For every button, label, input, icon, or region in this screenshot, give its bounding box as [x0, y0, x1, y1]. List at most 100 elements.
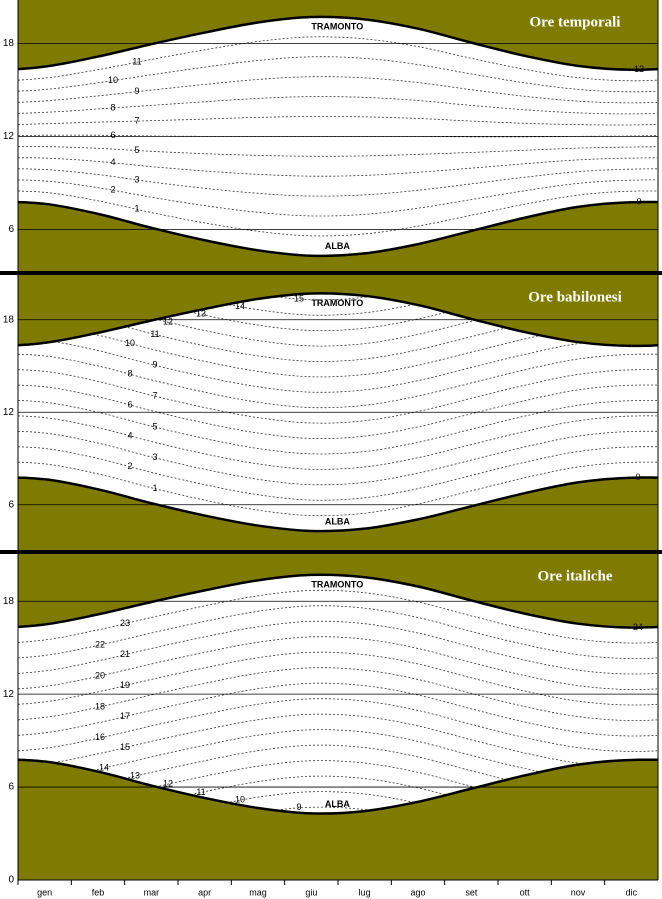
hour-line	[18, 698, 658, 752]
hour-label: 2	[127, 461, 132, 471]
x-tick-label: ago	[410, 887, 425, 897]
curve-edge	[17, 623, 45, 629]
hour-label: 15	[120, 742, 130, 752]
sun-label: ALBA	[325, 516, 350, 526]
hour-label: 20	[95, 670, 105, 680]
boundary-curve	[44, 476, 632, 533]
x-tick-label: mar	[144, 887, 160, 897]
hour-line	[18, 620, 658, 675]
hour-label: 5	[134, 145, 139, 155]
hour-line	[18, 168, 657, 197]
hour-line	[18, 76, 658, 104]
boundary-curve	[44, 573, 632, 629]
hour-line	[18, 605, 658, 659]
hour-line	[18, 338, 657, 393]
x-tick-label: set	[465, 887, 478, 897]
panel-title: Ore italiche	[537, 568, 612, 584]
x-tick-label: apr	[198, 887, 211, 897]
hour-line	[18, 293, 657, 316]
hour-line	[18, 157, 657, 177]
y-tick-label: 12	[3, 407, 15, 418]
hour-lines	[18, 574, 658, 814]
hour-label: 9	[296, 802, 301, 812]
boundary-curve	[44, 758, 632, 815]
hour-label: 10	[108, 75, 118, 85]
hour-label: 23	[120, 618, 130, 628]
hour-label: 10	[235, 795, 245, 805]
hour-line	[18, 430, 657, 486]
boundary-curve	[44, 15, 632, 71]
sun-label: ALBA	[325, 799, 350, 809]
hour-line	[18, 806, 658, 814]
hour-label: 6	[127, 399, 132, 409]
hour-label: 12	[634, 64, 644, 74]
hour-line	[18, 461, 658, 517]
y-tick-label: 0	[8, 875, 14, 886]
hour-label: 24	[633, 622, 643, 632]
panel-separator	[0, 271, 662, 275]
hour-line	[18, 651, 658, 706]
hour-label: 5	[152, 421, 157, 431]
hour-line	[18, 791, 658, 814]
hour-label: 17	[120, 711, 130, 721]
hour-line	[18, 667, 658, 721]
curve-edge	[631, 625, 659, 629]
hour-label: 15	[294, 293, 304, 303]
hour-line	[18, 729, 658, 783]
hour-label: 16	[95, 732, 105, 742]
panel-title: Ore temporali	[530, 14, 621, 30]
x-tick-label: giu	[305, 887, 317, 897]
y-tick-label: 12	[3, 689, 15, 700]
hour-label: 3	[152, 452, 157, 462]
hour-label: 3	[134, 174, 139, 184]
sun-label: TRAMONTO	[311, 21, 363, 31]
hour-label: 19	[120, 680, 130, 690]
hour-line	[18, 415, 657, 470]
curve-edge	[17, 476, 45, 481]
hour-line	[18, 369, 658, 424]
hour-label: 0	[635, 472, 640, 482]
hour-label: 1	[152, 483, 157, 493]
y-tick-label: 18	[3, 314, 15, 325]
hour-line	[18, 116, 658, 126]
x-tick-label: gen	[37, 887, 52, 897]
y-tick-label: 18	[3, 596, 15, 607]
hour-label: 9	[152, 360, 157, 370]
hour-label: 11	[196, 787, 205, 797]
curve-edge	[631, 67, 659, 72]
hour-line	[18, 384, 658, 440]
panel-title: Ore babilonesi	[528, 289, 622, 305]
x-tick-label: mag	[249, 887, 267, 897]
curve-edge	[631, 344, 659, 348]
hour-line	[18, 56, 658, 93]
curve-edge	[17, 341, 45, 347]
hour-line	[18, 446, 658, 501]
curve-edge	[17, 758, 45, 763]
hour-line	[18, 682, 658, 737]
hour-label: 9	[134, 86, 139, 96]
hour-label: 11	[132, 57, 141, 67]
hour-label: 4	[127, 430, 132, 440]
hour-line	[18, 713, 658, 768]
panel-separator	[0, 550, 662, 554]
hour-label: 14	[235, 301, 245, 311]
x-tick-label: lug	[359, 887, 371, 897]
hour-line	[18, 322, 657, 378]
hour-label: 12	[163, 317, 173, 327]
hour-line	[18, 293, 657, 301]
boundary-curve	[44, 201, 632, 258]
hour-label: 0	[636, 196, 641, 206]
hour-label: 6	[110, 130, 115, 140]
hour-label: 7	[134, 115, 139, 125]
sun-label: ALBA	[325, 241, 350, 251]
hour-label: 11	[150, 329, 159, 339]
hour-line	[18, 179, 657, 217]
hour-label: 18	[95, 701, 105, 711]
y-tick-label: 6	[8, 782, 14, 793]
hour-label: 10	[125, 338, 135, 348]
hour-label: 14	[99, 762, 109, 772]
hour-line	[18, 399, 658, 455]
hour-line	[18, 146, 657, 157]
hour-label: 7	[152, 391, 157, 401]
